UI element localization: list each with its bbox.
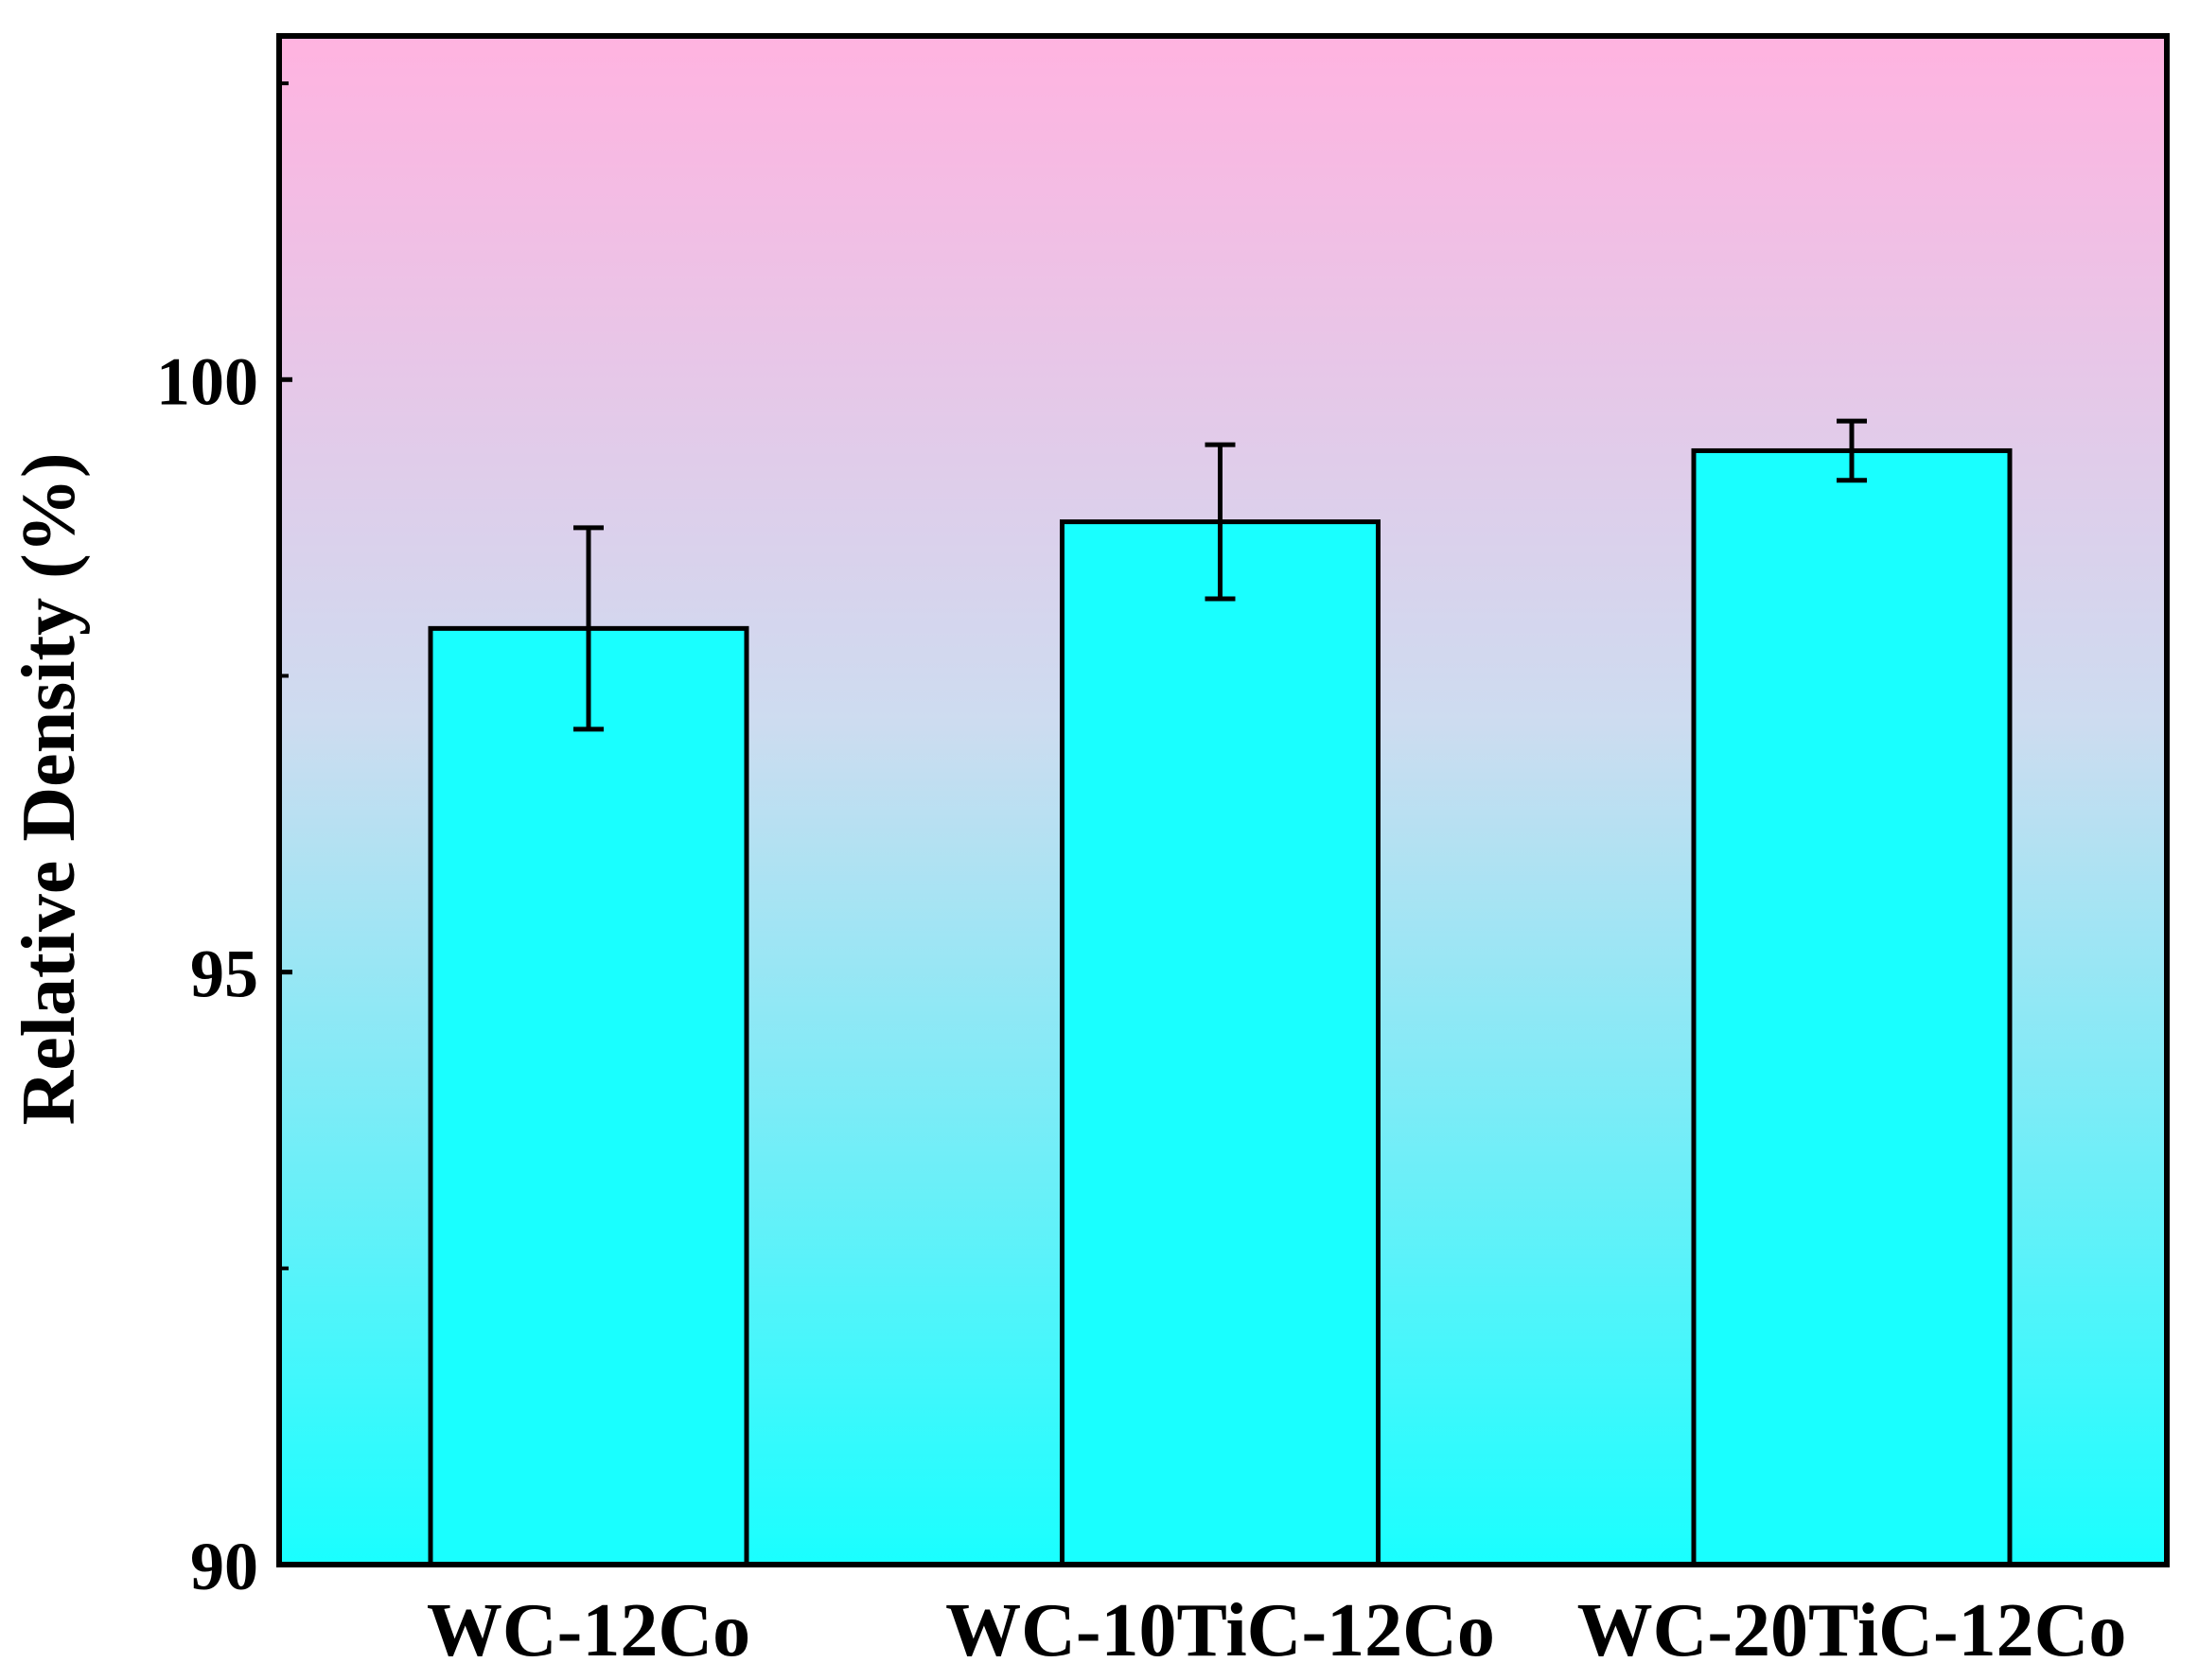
y-tick-label-100: 100 [156,343,258,419]
bar-2 [1060,519,1381,1567]
x-tick-label-1: WC-12Co [427,1589,750,1672]
y-tick-label-90: 90 [190,1529,258,1604]
x-tick-label-2: WC-10TiC-12Co [945,1589,1495,1672]
y-tick-label-95: 95 [190,936,258,1012]
plot-frame [276,33,2170,1567]
x-tick-label-3: WC-20TiC-12Co [1577,1589,2127,1672]
bar-3 [1691,447,2013,1567]
bar-1 [428,625,749,1567]
y-axis-title: Relative Density (%) [8,453,91,1126]
